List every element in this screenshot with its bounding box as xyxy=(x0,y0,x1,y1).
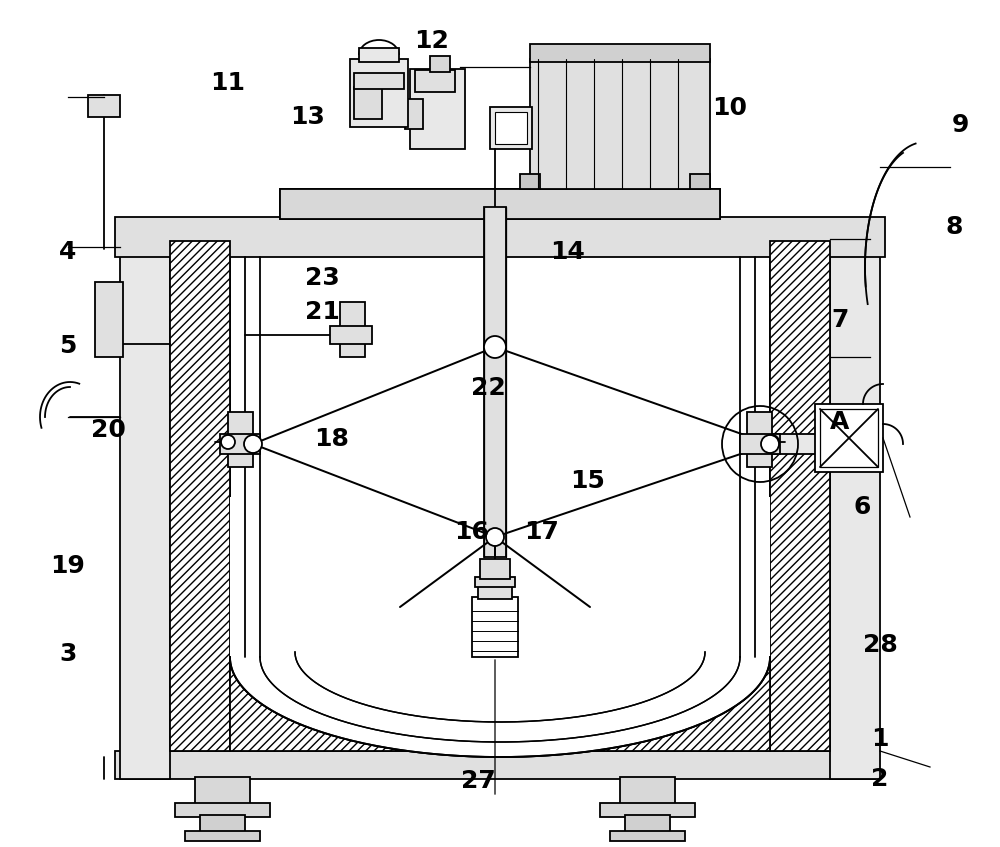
Bar xyxy=(472,597,518,657)
Text: 21: 21 xyxy=(305,300,339,324)
Bar xyxy=(330,326,372,344)
Circle shape xyxy=(486,528,504,546)
Bar xyxy=(520,174,540,189)
Bar xyxy=(115,217,885,257)
Text: 22: 22 xyxy=(471,376,505,400)
Bar xyxy=(359,48,399,62)
Bar xyxy=(195,777,250,807)
Text: A: A xyxy=(830,410,850,434)
Bar xyxy=(415,70,455,92)
Bar xyxy=(280,189,720,219)
Bar xyxy=(475,577,515,587)
Bar xyxy=(625,815,670,833)
Text: 19: 19 xyxy=(51,554,85,578)
Bar xyxy=(175,803,270,817)
Bar xyxy=(115,751,875,779)
Text: 12: 12 xyxy=(415,29,449,53)
Text: 3: 3 xyxy=(59,642,77,666)
Polygon shape xyxy=(230,497,770,757)
Text: 14: 14 xyxy=(551,241,585,264)
Bar xyxy=(354,87,382,119)
Bar xyxy=(478,585,512,599)
Circle shape xyxy=(221,435,235,449)
Circle shape xyxy=(484,336,506,358)
Text: 18: 18 xyxy=(315,427,349,451)
Bar xyxy=(220,434,260,454)
Bar xyxy=(280,189,720,219)
Polygon shape xyxy=(230,657,770,757)
Bar xyxy=(530,44,710,62)
Circle shape xyxy=(761,435,779,453)
Bar xyxy=(405,99,423,129)
Bar xyxy=(245,599,300,617)
Bar xyxy=(350,59,408,127)
Bar xyxy=(245,571,300,589)
Bar xyxy=(700,599,755,617)
Text: 6: 6 xyxy=(853,495,871,518)
Text: 13: 13 xyxy=(291,105,325,129)
Text: 1: 1 xyxy=(871,727,889,750)
Bar xyxy=(690,174,710,189)
Bar xyxy=(530,59,710,189)
Bar xyxy=(88,95,120,117)
Bar xyxy=(410,69,465,149)
Bar xyxy=(700,571,755,589)
Text: 7: 7 xyxy=(831,308,849,332)
Bar xyxy=(245,543,300,561)
Bar xyxy=(820,409,878,467)
Bar xyxy=(185,831,260,841)
Bar xyxy=(700,543,755,561)
Text: 15: 15 xyxy=(571,469,605,493)
Circle shape xyxy=(765,435,779,449)
Bar xyxy=(770,241,830,751)
Text: 10: 10 xyxy=(712,97,748,120)
Text: 20: 20 xyxy=(91,418,125,442)
Bar xyxy=(228,412,253,467)
Bar xyxy=(740,434,780,454)
Bar xyxy=(340,302,365,357)
Text: 9: 9 xyxy=(951,113,969,137)
Bar xyxy=(600,803,695,817)
Text: 11: 11 xyxy=(210,71,246,95)
Bar xyxy=(480,559,510,579)
Bar xyxy=(770,434,818,454)
Text: 4: 4 xyxy=(59,241,77,264)
Bar xyxy=(430,56,450,72)
Text: 23: 23 xyxy=(305,266,339,290)
Text: 2: 2 xyxy=(871,767,889,791)
Bar xyxy=(490,107,532,149)
Text: 8: 8 xyxy=(945,215,963,239)
Text: 17: 17 xyxy=(525,520,559,544)
Bar xyxy=(747,412,772,467)
Text: 27: 27 xyxy=(461,769,495,793)
Text: 16: 16 xyxy=(455,520,489,544)
Bar xyxy=(830,234,880,779)
Bar xyxy=(200,815,245,833)
Bar xyxy=(484,207,506,557)
Bar xyxy=(620,777,675,807)
Bar xyxy=(495,112,527,144)
Text: 28: 28 xyxy=(863,634,897,657)
Bar xyxy=(610,831,685,841)
Circle shape xyxy=(244,435,262,453)
Bar xyxy=(120,234,170,779)
Bar xyxy=(354,73,404,89)
Bar xyxy=(95,282,123,357)
Bar xyxy=(230,241,770,751)
Bar xyxy=(815,404,883,472)
Bar xyxy=(170,241,230,751)
Text: 5: 5 xyxy=(59,334,77,357)
